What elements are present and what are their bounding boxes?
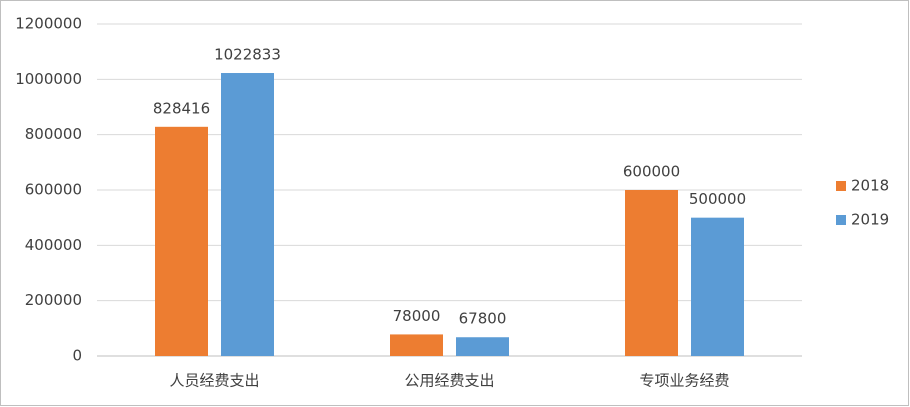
- y-tick-label: 1200000: [15, 15, 82, 33]
- bar: [221, 73, 274, 356]
- data-label: 600000: [623, 163, 680, 181]
- data-label: 500000: [689, 190, 746, 208]
- bar: [456, 337, 509, 356]
- x-tick-label: 公用经费支出: [404, 372, 494, 390]
- data-label: 67800: [459, 310, 507, 328]
- bar: [691, 217, 744, 356]
- x-tick-label: 专项业务经费: [639, 372, 729, 390]
- legend-label: 2018: [851, 177, 889, 195]
- x-tick-label: 人员经费支出: [169, 372, 259, 390]
- bar: [155, 126, 208, 357]
- y-tick-label: 400000: [25, 236, 82, 254]
- y-tick-label: 0: [72, 347, 82, 365]
- y-tick-label: 200000: [25, 291, 82, 309]
- legend-label: 2019: [851, 211, 889, 229]
- y-tick-label: 800000: [25, 125, 82, 143]
- y-tick-label: 600000: [25, 181, 82, 199]
- bar: [625, 190, 678, 356]
- data-label: 828416: [153, 99, 210, 117]
- data-label: 78000: [393, 307, 441, 325]
- bar: [390, 334, 443, 356]
- data-label: 1022833: [214, 46, 281, 64]
- legend-swatch: [836, 215, 846, 225]
- y-tick-label: 1000000: [15, 70, 82, 88]
- legend-swatch: [836, 181, 846, 191]
